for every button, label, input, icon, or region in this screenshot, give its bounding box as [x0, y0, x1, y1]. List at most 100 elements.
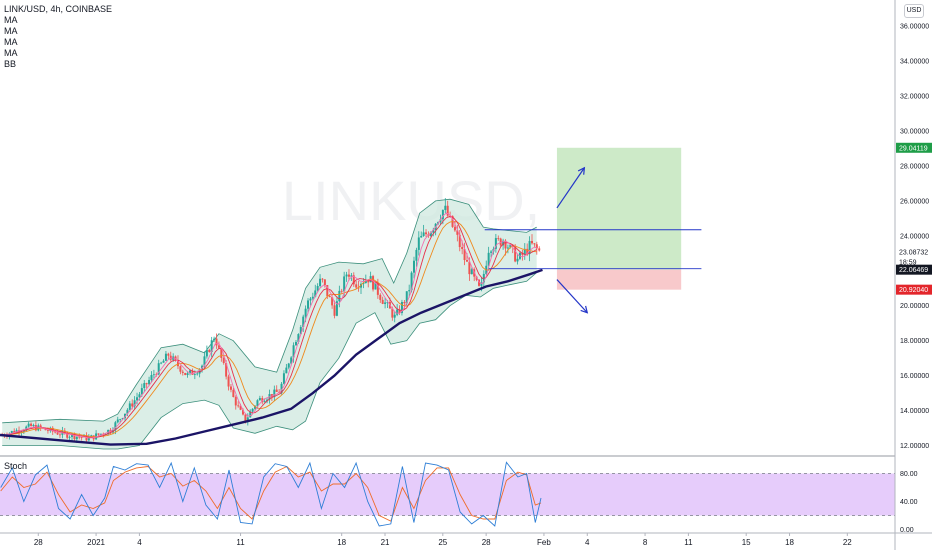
candle [309, 296, 312, 306]
candle-body [213, 338, 216, 341]
candle-body [18, 430, 21, 433]
candle [294, 339, 297, 346]
candle [528, 236, 531, 262]
candle-body [229, 386, 232, 390]
candle [282, 370, 285, 385]
candle-body [415, 249, 418, 261]
candle [384, 297, 387, 309]
stochastic-label[interactable]: Stoch [4, 461, 28, 471]
indicator-bb[interactable]: BB [4, 59, 17, 69]
time-tick-label: 25 [438, 538, 447, 547]
candle-body [196, 373, 199, 375]
candle-body [417, 237, 420, 250]
currency-button[interactable]: USD [904, 4, 924, 18]
candle [148, 376, 151, 387]
price-label[interactable]: 22.06469 [896, 264, 932, 275]
indicator-ma-4[interactable]: MA [4, 48, 18, 58]
bb-lower-line [2, 272, 537, 450]
candle [285, 363, 288, 374]
candle-body [538, 248, 541, 251]
candle-body [80, 437, 83, 438]
target-zone[interactable] [556, 147, 682, 270]
candle [66, 431, 69, 440]
candle [425, 229, 428, 238]
candle-body [273, 389, 276, 398]
price-label-text: 29.04119 [899, 145, 928, 152]
ma-orange-line [2, 220, 537, 438]
candle-body [27, 423, 30, 427]
candle-body [208, 349, 211, 352]
candle [215, 333, 218, 349]
indicator-ma-2[interactable]: MA [4, 26, 18, 36]
candle-body [398, 309, 401, 314]
candle-body [237, 405, 240, 407]
candle-body [114, 422, 117, 431]
time-tick-label: 11 [684, 538, 693, 547]
candle [420, 231, 423, 238]
candle-body [258, 398, 261, 401]
candle-body [263, 401, 266, 403]
candle [249, 409, 252, 418]
candle-body [287, 363, 290, 368]
candle-body [174, 356, 177, 360]
candle-body [439, 219, 442, 223]
candle-body [321, 278, 324, 280]
candle-body [347, 274, 350, 277]
indicator-ma-3[interactable]: MA [4, 37, 18, 47]
candle-body [526, 248, 529, 255]
candle-body [480, 282, 483, 286]
time-tick-label: 28 [34, 538, 43, 547]
candle-body [463, 248, 466, 261]
candle [490, 249, 493, 258]
candle [275, 385, 278, 393]
arrow-2[interactable] [556, 279, 589, 314]
candle-body [246, 417, 249, 423]
candle [143, 380, 146, 393]
indicator-ma-1[interactable]: MA [4, 15, 18, 25]
candle-body [282, 373, 285, 384]
symbol-info[interactable]: LINK/USD, 4h, COINBASE [4, 4, 113, 14]
candle [128, 401, 131, 412]
price-tick-label: 26.00000 [900, 198, 929, 205]
price-label-text: 18:59 [899, 260, 917, 267]
candle-body [140, 388, 143, 395]
candle-body [54, 431, 57, 433]
stoch-k-line [0, 461, 542, 527]
candle-body [316, 285, 319, 291]
candle-body [99, 433, 102, 435]
price-label-text: 23.08732 [899, 249, 928, 256]
candle [367, 280, 370, 288]
candle-body [405, 291, 408, 304]
time-tick-label: 21 [381, 538, 390, 547]
time-tick-label: 22 [843, 538, 852, 547]
candle [126, 408, 129, 417]
candle-body [116, 419, 119, 423]
arrow-1[interactable] [556, 166, 586, 209]
price-label[interactable]: 29.04119 [896, 142, 932, 153]
candle-body [234, 397, 237, 406]
candle-body [71, 433, 74, 437]
candle-body [242, 409, 245, 415]
candle [347, 269, 350, 281]
candle-body [367, 280, 370, 283]
price-label-bg [896, 142, 932, 153]
candle-body [372, 276, 375, 290]
price-label[interactable]: 18:59 [899, 260, 917, 267]
candle-body [152, 374, 155, 376]
candle-body [535, 244, 538, 249]
candle [222, 354, 225, 365]
price-label[interactable]: 23.08732 [899, 249, 928, 256]
candle-body [138, 394, 141, 398]
candle-body [203, 356, 206, 366]
candle-body [215, 338, 218, 346]
candle [152, 369, 155, 379]
candle-body [189, 370, 192, 374]
trend-drawings[interactable] [484, 166, 702, 314]
price-label[interactable]: 20.92040 [896, 284, 932, 295]
long-position-tool[interactable] [556, 147, 682, 290]
stop-zone[interactable] [556, 269, 682, 290]
candle-body [446, 205, 449, 216]
price-label-bg [896, 264, 932, 275]
